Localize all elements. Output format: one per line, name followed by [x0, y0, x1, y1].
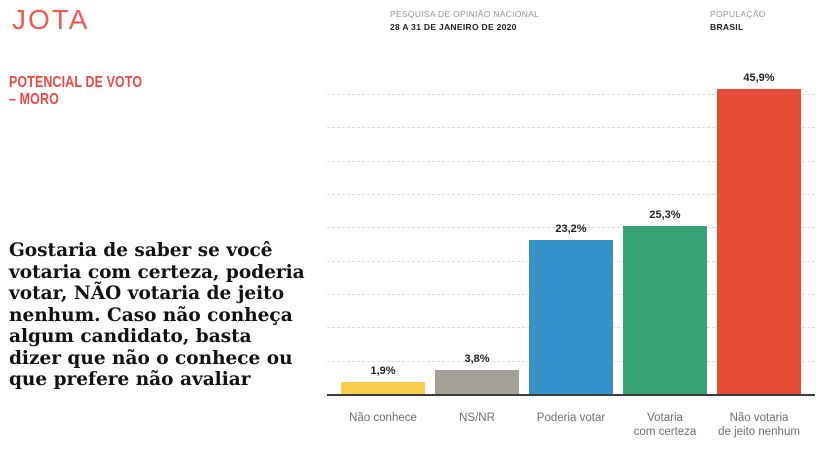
question-text: Gostaria de saber se você votaria com ce… [9, 240, 305, 390]
bar-value-label: 1,9% [370, 365, 396, 378]
bar [717, 89, 801, 395]
bar-value-label: 45,9% [743, 72, 775, 84]
x-axis-line [327, 394, 815, 396]
bar-chart: 1,9% 3,8% 23,2% 25,3% 45,9% Não conhece NS/NR… [327, 72, 815, 438]
category-label: Não votaria de jeito nenhum [718, 412, 800, 438]
bar-value-label: 25,3% [649, 209, 681, 222]
bar-column: 45,9% [717, 72, 801, 395]
bar [623, 226, 707, 395]
bar-column: 1,9% [341, 365, 425, 395]
survey-meta-label: PESQUISA DE OPINIÃO NACIONAL [390, 9, 540, 19]
survey-meta-dates: 28 A 31 DE JANEIRO DE 2020 [390, 22, 517, 32]
category-label: Poderia votar [536, 412, 606, 424]
population-meta-value: BRASIL [710, 22, 744, 32]
survey-meta: PESQUISA DE OPINIÃO NACIONAL 28 A 31 DE … [390, 9, 539, 32]
gridline-25 [327, 227, 815, 229]
bar-value-label: 3,8% [464, 352, 490, 365]
section-title: POTENCIAL DE VOTO – MORO [9, 74, 143, 108]
bar [341, 382, 425, 395]
bar-value-label: 23,2% [555, 223, 587, 236]
gridline-30 [327, 194, 815, 195]
population-meta-label: POPULAÇÃO [710, 9, 766, 19]
bar [529, 240, 613, 395]
gridline-40 [327, 127, 815, 129]
category-label: NS/NR [459, 412, 495, 424]
bar-column: 25,3% [623, 209, 707, 395]
category-labels: Não conhece NS/NR Poderia votar Votaria com… [327, 398, 815, 439]
bar [435, 369, 519, 395]
jota-logo: JOTA [12, 4, 90, 35]
population-meta: POPULAÇÃO BRASIL [710, 9, 766, 32]
bar-column: 3,8% [435, 353, 519, 395]
gridline-45 [327, 94, 815, 95]
bars: 1,9% 3,8% 23,2% 25,3% 45,9% [327, 72, 815, 395]
category-label: Não conhece [349, 412, 417, 424]
bar-column: 23,2% [529, 223, 613, 395]
category-label: Votaria com certeza [633, 412, 697, 438]
gridline-35 [327, 160, 815, 162]
